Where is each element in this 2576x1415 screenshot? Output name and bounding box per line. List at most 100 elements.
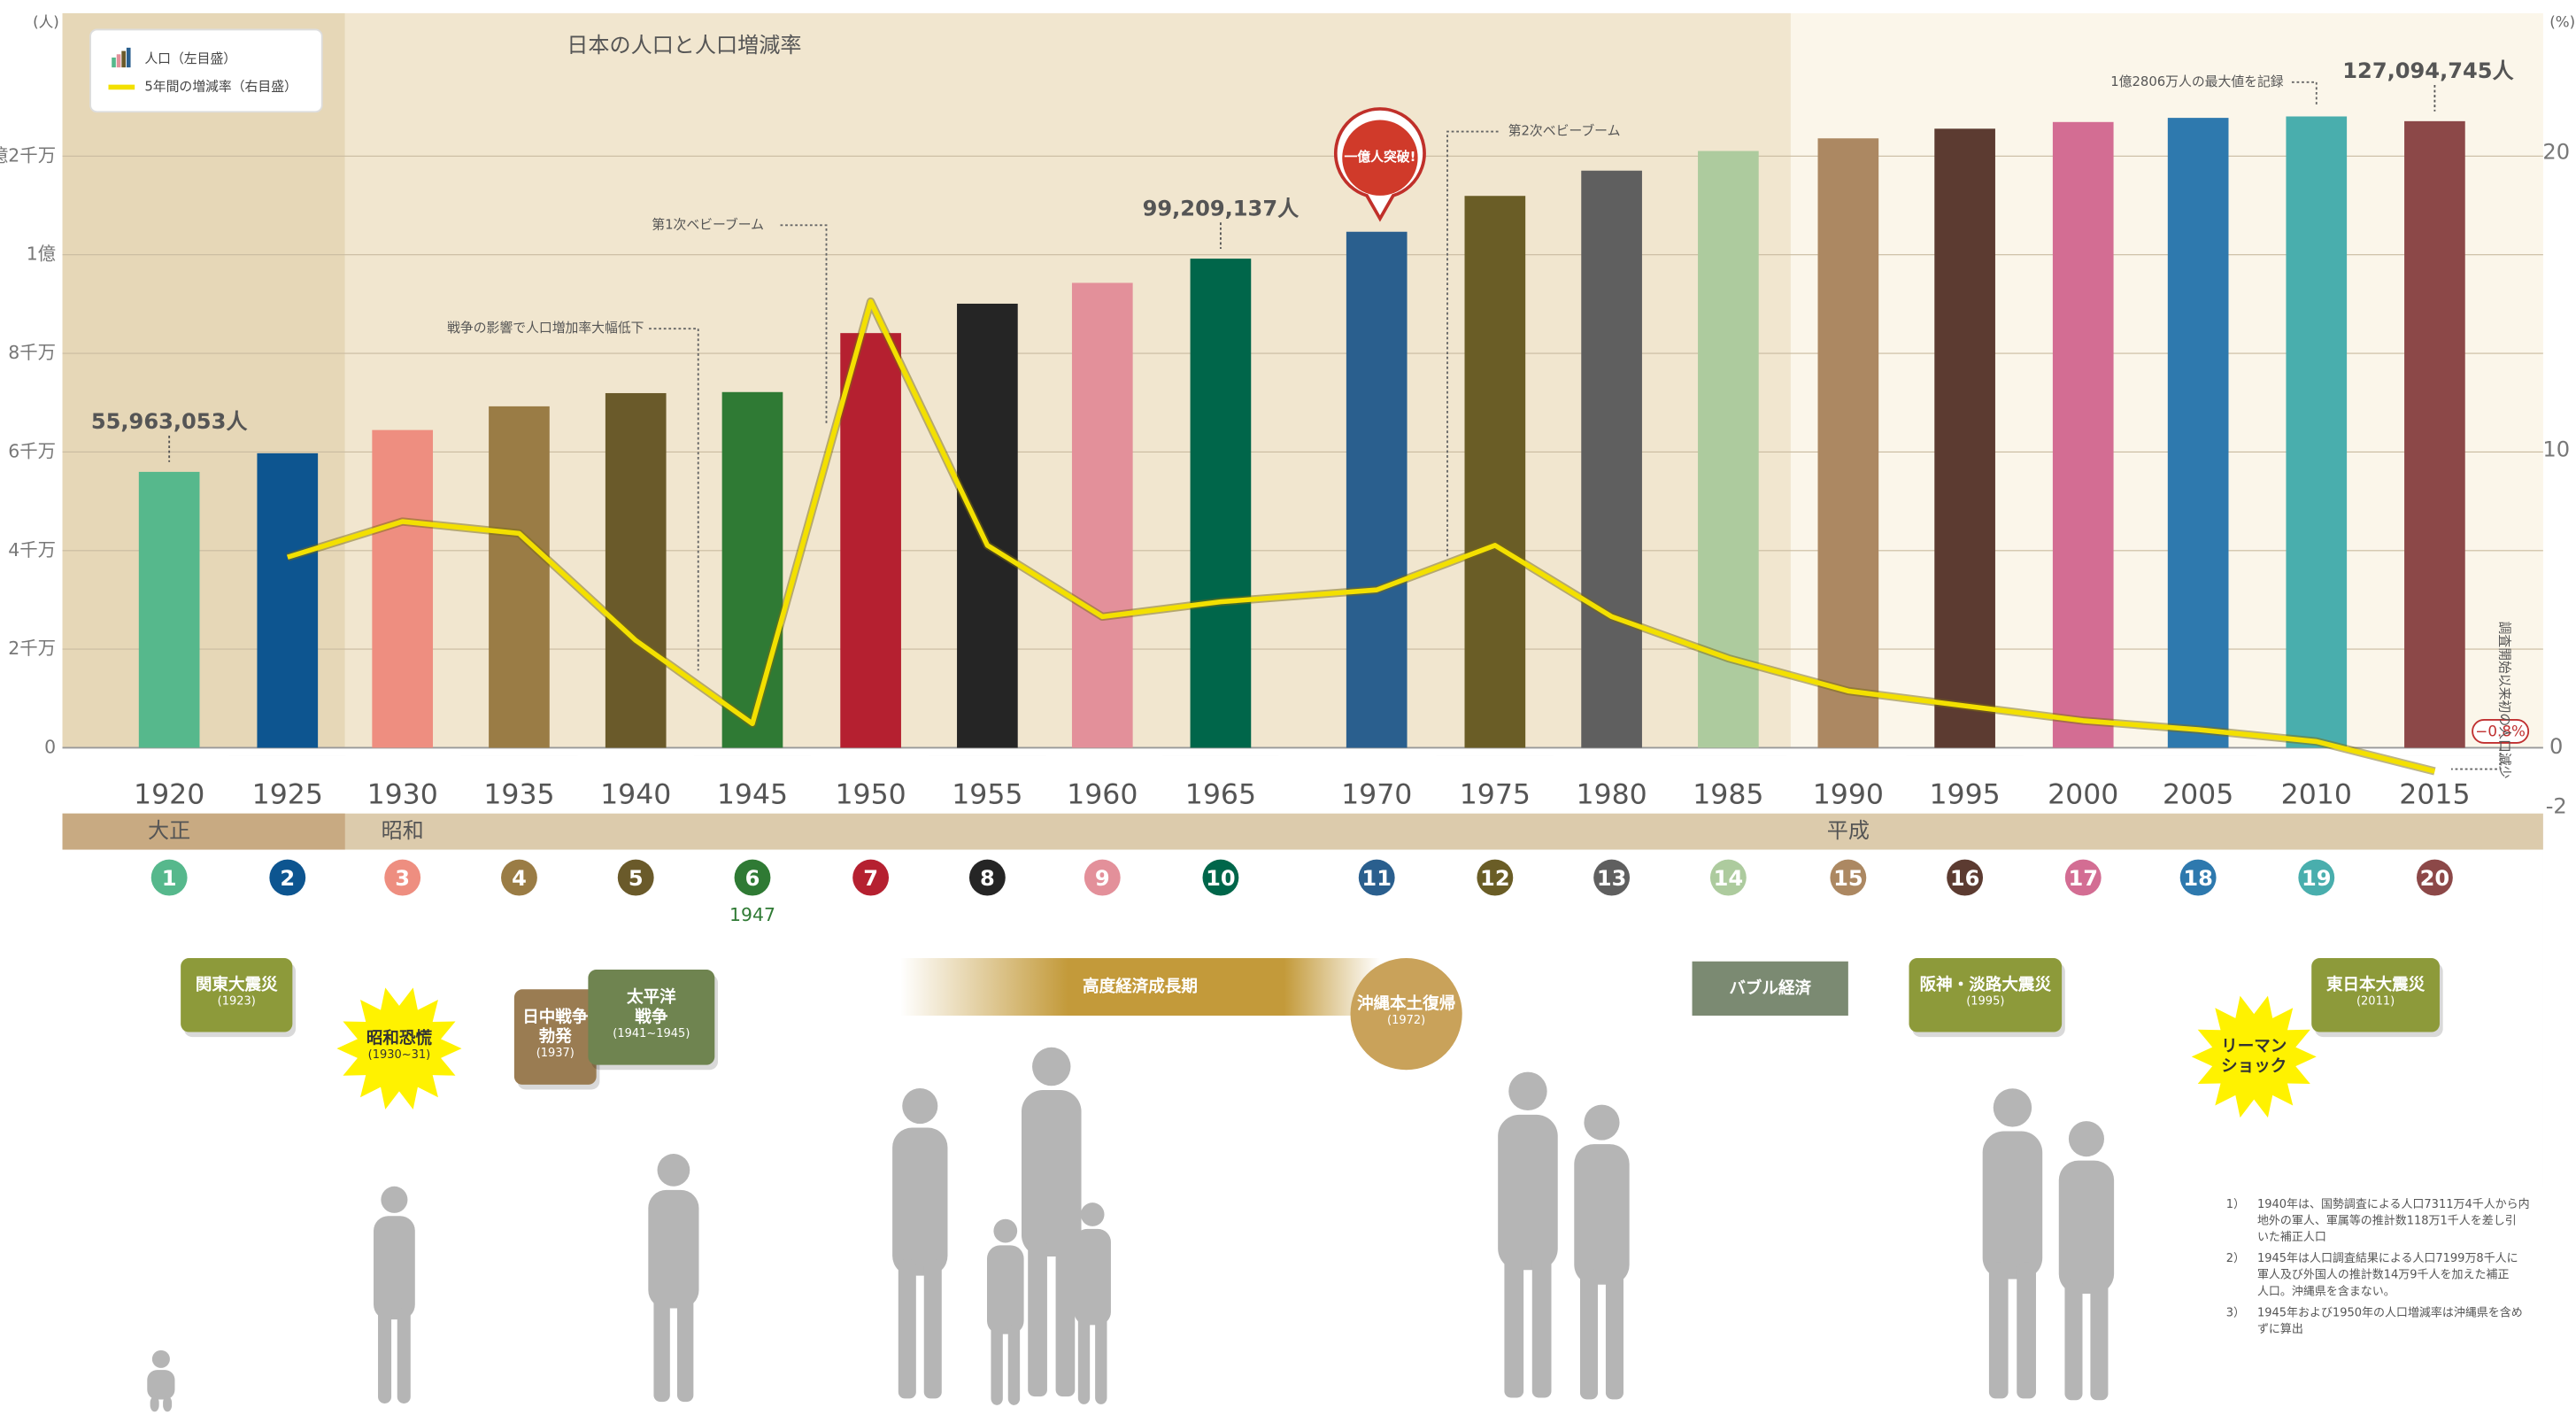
legend-label: 人口（左目盛） (144, 51, 236, 66)
silhouette-body (892, 1127, 948, 1276)
silhouette (1982, 1088, 2043, 1399)
silhouette (147, 1349, 175, 1412)
x-tick-label: 1970 (1341, 778, 1412, 810)
growth-line (286, 298, 2436, 774)
silhouette (892, 1088, 948, 1399)
event-label: 日中戦争 (522, 1007, 589, 1026)
x-tick-label: 1930 (367, 778, 438, 810)
marker-number: 11 (1361, 866, 1392, 891)
y2-tick-label: -2 (2546, 793, 2567, 818)
event-burst (336, 987, 462, 1110)
legend-box (89, 28, 323, 113)
marker-circle (2416, 859, 2453, 896)
event-period: (1941~1945) (613, 1027, 690, 1040)
bar (489, 406, 550, 748)
x-tick-label: 2015 (2399, 778, 2470, 810)
bar (2052, 121, 2114, 748)
silhouette-head (993, 1218, 1018, 1243)
silhouette-leg (1579, 1269, 1599, 1400)
silhouette-leg (1531, 1252, 1552, 1398)
marker-circle (968, 859, 1006, 896)
silhouette-leg (991, 1324, 1003, 1405)
era-label: 平成 (1827, 818, 1870, 843)
marker-circle (1947, 859, 1984, 896)
bar (2286, 116, 2348, 748)
silhouette-leg (1055, 1238, 1076, 1397)
x-tick-label: 1935 (483, 778, 554, 810)
balloon-inner (1342, 120, 1418, 196)
silhouette (1498, 1071, 1558, 1398)
y-axis-label: (人) (33, 13, 59, 31)
silhouette-leg (676, 1295, 694, 1403)
marker-circle (1830, 859, 1867, 896)
x-tick-label: 2000 (2048, 778, 2118, 810)
annotation: 1億2806万人の最大値を記録 (2110, 74, 2284, 89)
event-box (181, 958, 293, 1032)
silhouette-body (987, 1245, 1024, 1334)
silhouette-leg (2017, 1262, 2036, 1399)
event-label: 勃発 (539, 1027, 573, 1047)
marker-circle (1084, 859, 1121, 896)
silhouette-head (1080, 1202, 1105, 1226)
silhouette-body (1574, 1144, 1630, 1285)
footnote: 軍人及び外国人の推計数14万9千人を加えた補正 (2257, 1268, 2509, 1282)
event-box (2311, 958, 2440, 1032)
footnote: 人口。沖縄県を含まない。 (2257, 1284, 2395, 1298)
footnote-number: 2） (2226, 1252, 2245, 1265)
bar (840, 333, 901, 748)
silhouette-leg (1007, 1324, 1021, 1405)
event-box (588, 970, 715, 1065)
silhouette (648, 1154, 699, 1403)
marker-number: 10 (1206, 866, 1236, 891)
x-tick-label: 1940 (600, 778, 671, 810)
bar (2404, 120, 2465, 748)
y2-axis-label: (%) (2549, 13, 2575, 31)
background (344, 12, 1791, 748)
marker-number: 9 (1095, 866, 1110, 891)
event-band (1692, 961, 1848, 1016)
marker-circle (501, 859, 537, 896)
event-label: 太平洋 (627, 987, 676, 1007)
bar-value-label: 127,094,745人 (2342, 58, 2514, 83)
silhouette-body (1021, 1090, 1082, 1256)
y-tick-label: 6千万 (8, 440, 56, 461)
bar (957, 303, 1018, 748)
silhouette-body (1498, 1114, 1558, 1271)
bar (1817, 138, 1879, 748)
marker-number: 5 (629, 866, 644, 891)
silhouette-body (147, 1370, 175, 1400)
x-tick-label: 1955 (952, 778, 1022, 810)
y-tick-label: 1億 (27, 244, 56, 265)
bar (372, 429, 434, 748)
event-label: 阪神・淡路大震災 (1920, 975, 2052, 994)
marker-circle (1477, 859, 1514, 896)
value-label-box (2472, 718, 2530, 744)
event-period: (2011) (2356, 995, 2395, 1009)
bar-value-label: 99,209,137人 (1143, 196, 1300, 220)
event-label: バブル経済 (1729, 978, 1811, 998)
era-label: 大正 (148, 818, 190, 843)
marker-number: 15 (1833, 866, 1863, 891)
era-bar (62, 813, 345, 850)
balloon-text: 一億人突破! (1344, 149, 1415, 165)
x-tick-label: 1925 (252, 778, 323, 810)
annotation-arrow (2291, 81, 2318, 105)
silhouette-leg (1988, 1262, 2009, 1399)
event-label: 昭和恐慌 (366, 1028, 433, 1048)
marker-number: 8 (980, 866, 995, 891)
x-tick-label: 2010 (2281, 778, 2352, 810)
footnote: 1940年は、国勢調査による人口7311万4千人から内 (2257, 1197, 2530, 1211)
y-tick-label: 4千万 (8, 539, 56, 561)
event-period: (1930~31) (368, 1048, 431, 1062)
x-tick-label: 1975 (1460, 778, 1531, 810)
footnote-number: 3） (2226, 1306, 2245, 1319)
annotation-vertical: 調査開始以来初の人口減少 (2496, 622, 2511, 779)
silhouette-body (2058, 1160, 2115, 1294)
annotation: 第1次ベビーブーム (652, 216, 764, 232)
marker-circle (1202, 859, 1239, 896)
chart-title: 日本の人口と人口増減率 (567, 33, 801, 58)
event-label: リーマン (2221, 1038, 2287, 1056)
